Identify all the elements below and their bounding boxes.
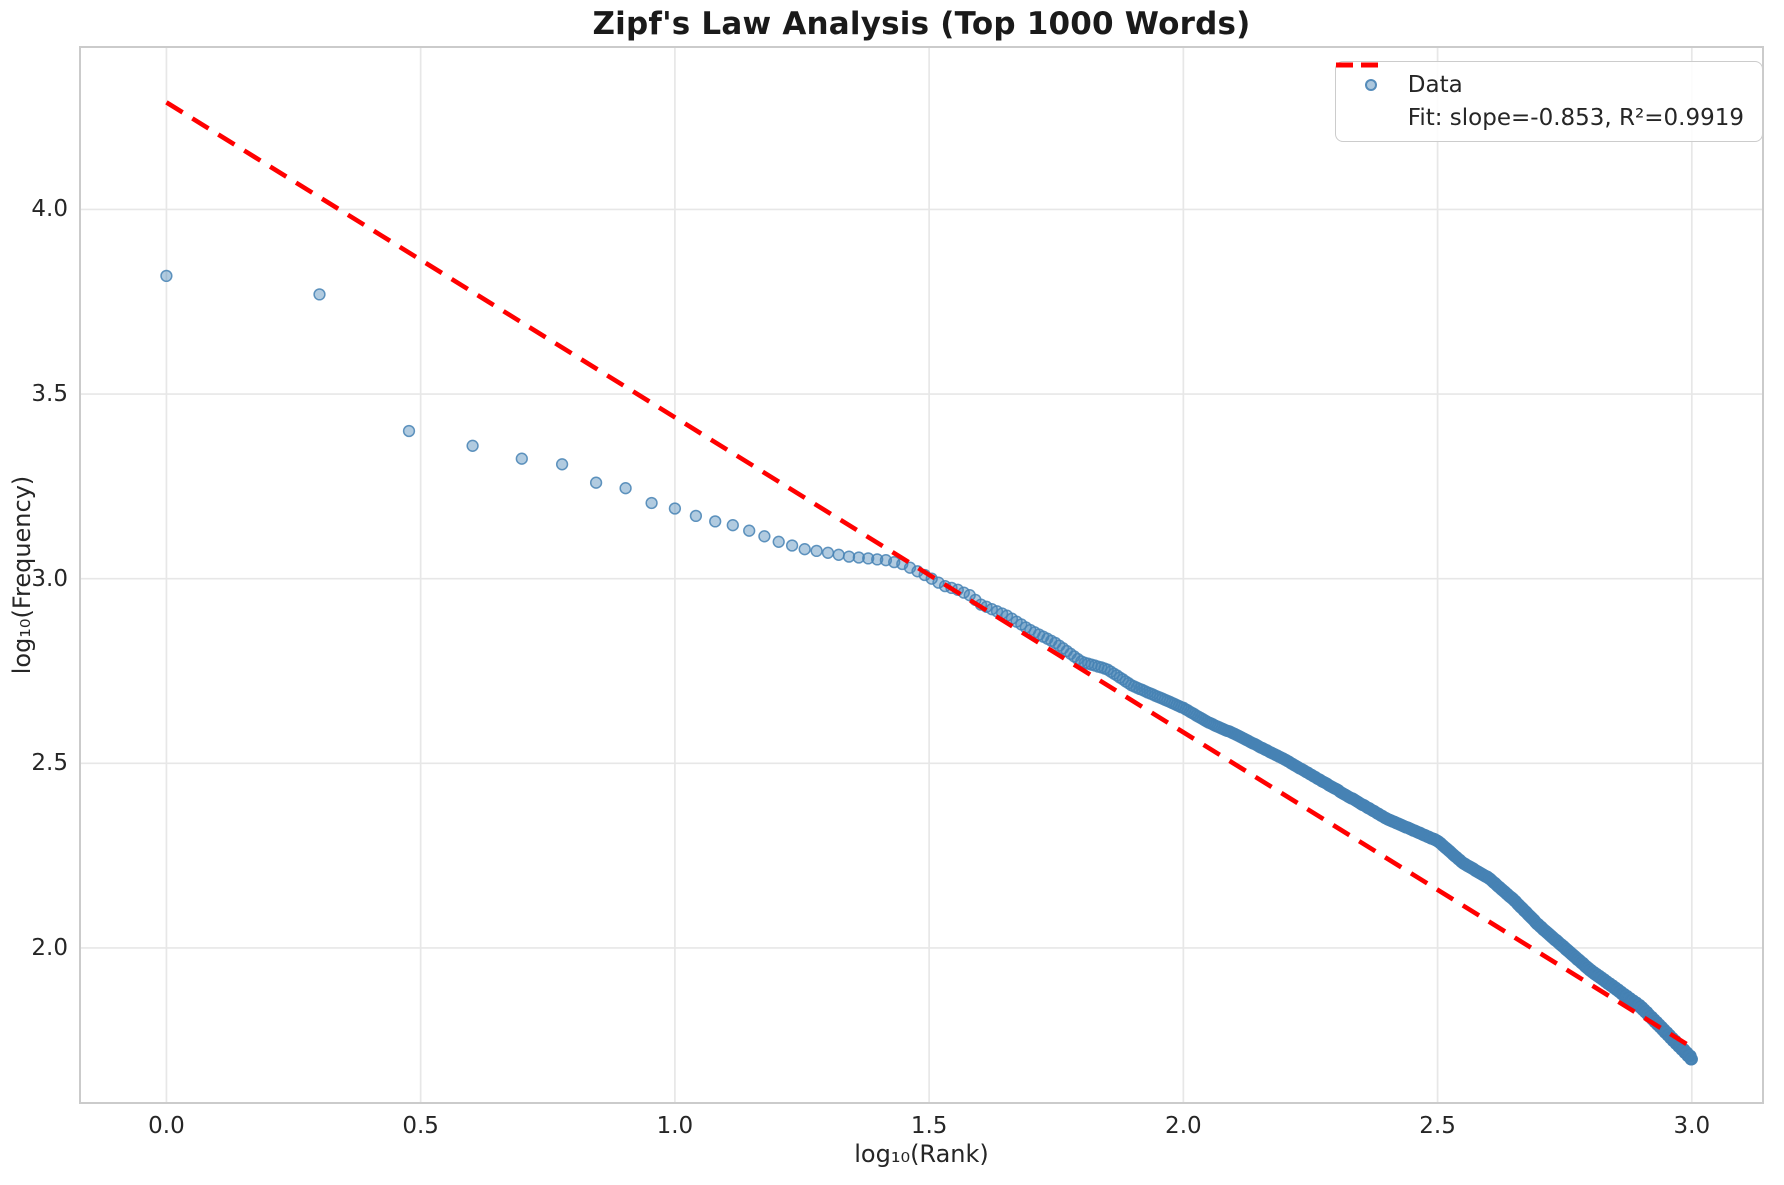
scatter-point — [785, 539, 799, 552]
legend: Data Fit: slope=-0.853, R²=0.9919 — [1334, 61, 1763, 142]
scatter-point — [402, 424, 416, 438]
x-tick-label: 0.0 — [148, 1113, 185, 1139]
y-tick-label: 2.0 — [31, 934, 68, 961]
x-tick-label: 2.0 — [1165, 1113, 1202, 1139]
scatter-point — [932, 576, 945, 589]
x-axis-label: log₁₀(Rank) — [854, 1140, 989, 1168]
scatter-point — [668, 502, 682, 515]
scatter-point — [160, 269, 173, 283]
scatter-point — [832, 548, 845, 561]
y-tick-label: 3.5 — [31, 381, 68, 408]
scatter-point — [619, 482, 632, 495]
y-tick-label: 2.5 — [31, 750, 68, 777]
x-tick-label: 1.0 — [656, 1113, 694, 1139]
scatter-point — [313, 288, 326, 301]
x-tick-label: 0.5 — [402, 1113, 439, 1139]
legend-fit-label: Fit: slope=-0.853, R²=0.9919 — [1407, 105, 1744, 131]
scatter-point — [772, 535, 785, 548]
scatter-point — [871, 553, 884, 566]
x-tick-label: 3.0 — [1673, 1113, 1711, 1139]
legend-item-data: Data — [1350, 72, 1744, 98]
scatter-point — [852, 551, 865, 564]
scatter-point — [555, 458, 569, 471]
scatter-point — [689, 509, 703, 523]
scatter-marker-icon — [1350, 79, 1392, 91]
scatter-point — [842, 550, 856, 563]
scatter-point — [589, 476, 603, 489]
scatter-point — [515, 452, 528, 465]
x-tick-label: 1.5 — [910, 1113, 948, 1139]
scatter-point — [758, 530, 771, 543]
axes-frame — [79, 46, 1764, 1104]
scatter-point — [798, 543, 811, 556]
scatter-point — [743, 524, 756, 537]
scatter-point — [1685, 1052, 1698, 1066]
fit-line — [165, 100, 1694, 1050]
scatter-point — [645, 496, 658, 510]
scatter-point — [821, 546, 835, 559]
chart-title: Zipf's Law Analysis (Top 1000 Words) — [592, 6, 1251, 42]
scatter-point — [466, 439, 479, 452]
scatter-point — [709, 515, 722, 528]
scatter-point — [726, 519, 739, 532]
y-tick-label: 3.0 — [31, 565, 68, 592]
x-tick-label: 2.5 — [1419, 1113, 1456, 1139]
scatter-point — [862, 552, 875, 565]
scatter-point — [810, 544, 823, 558]
y-tick-label: 4.0 — [31, 196, 68, 223]
legend-item-fit: Fit: slope=-0.853, R²=0.9919 — [1335, 62, 1744, 131]
legend-data-label: Data — [1407, 72, 1463, 98]
